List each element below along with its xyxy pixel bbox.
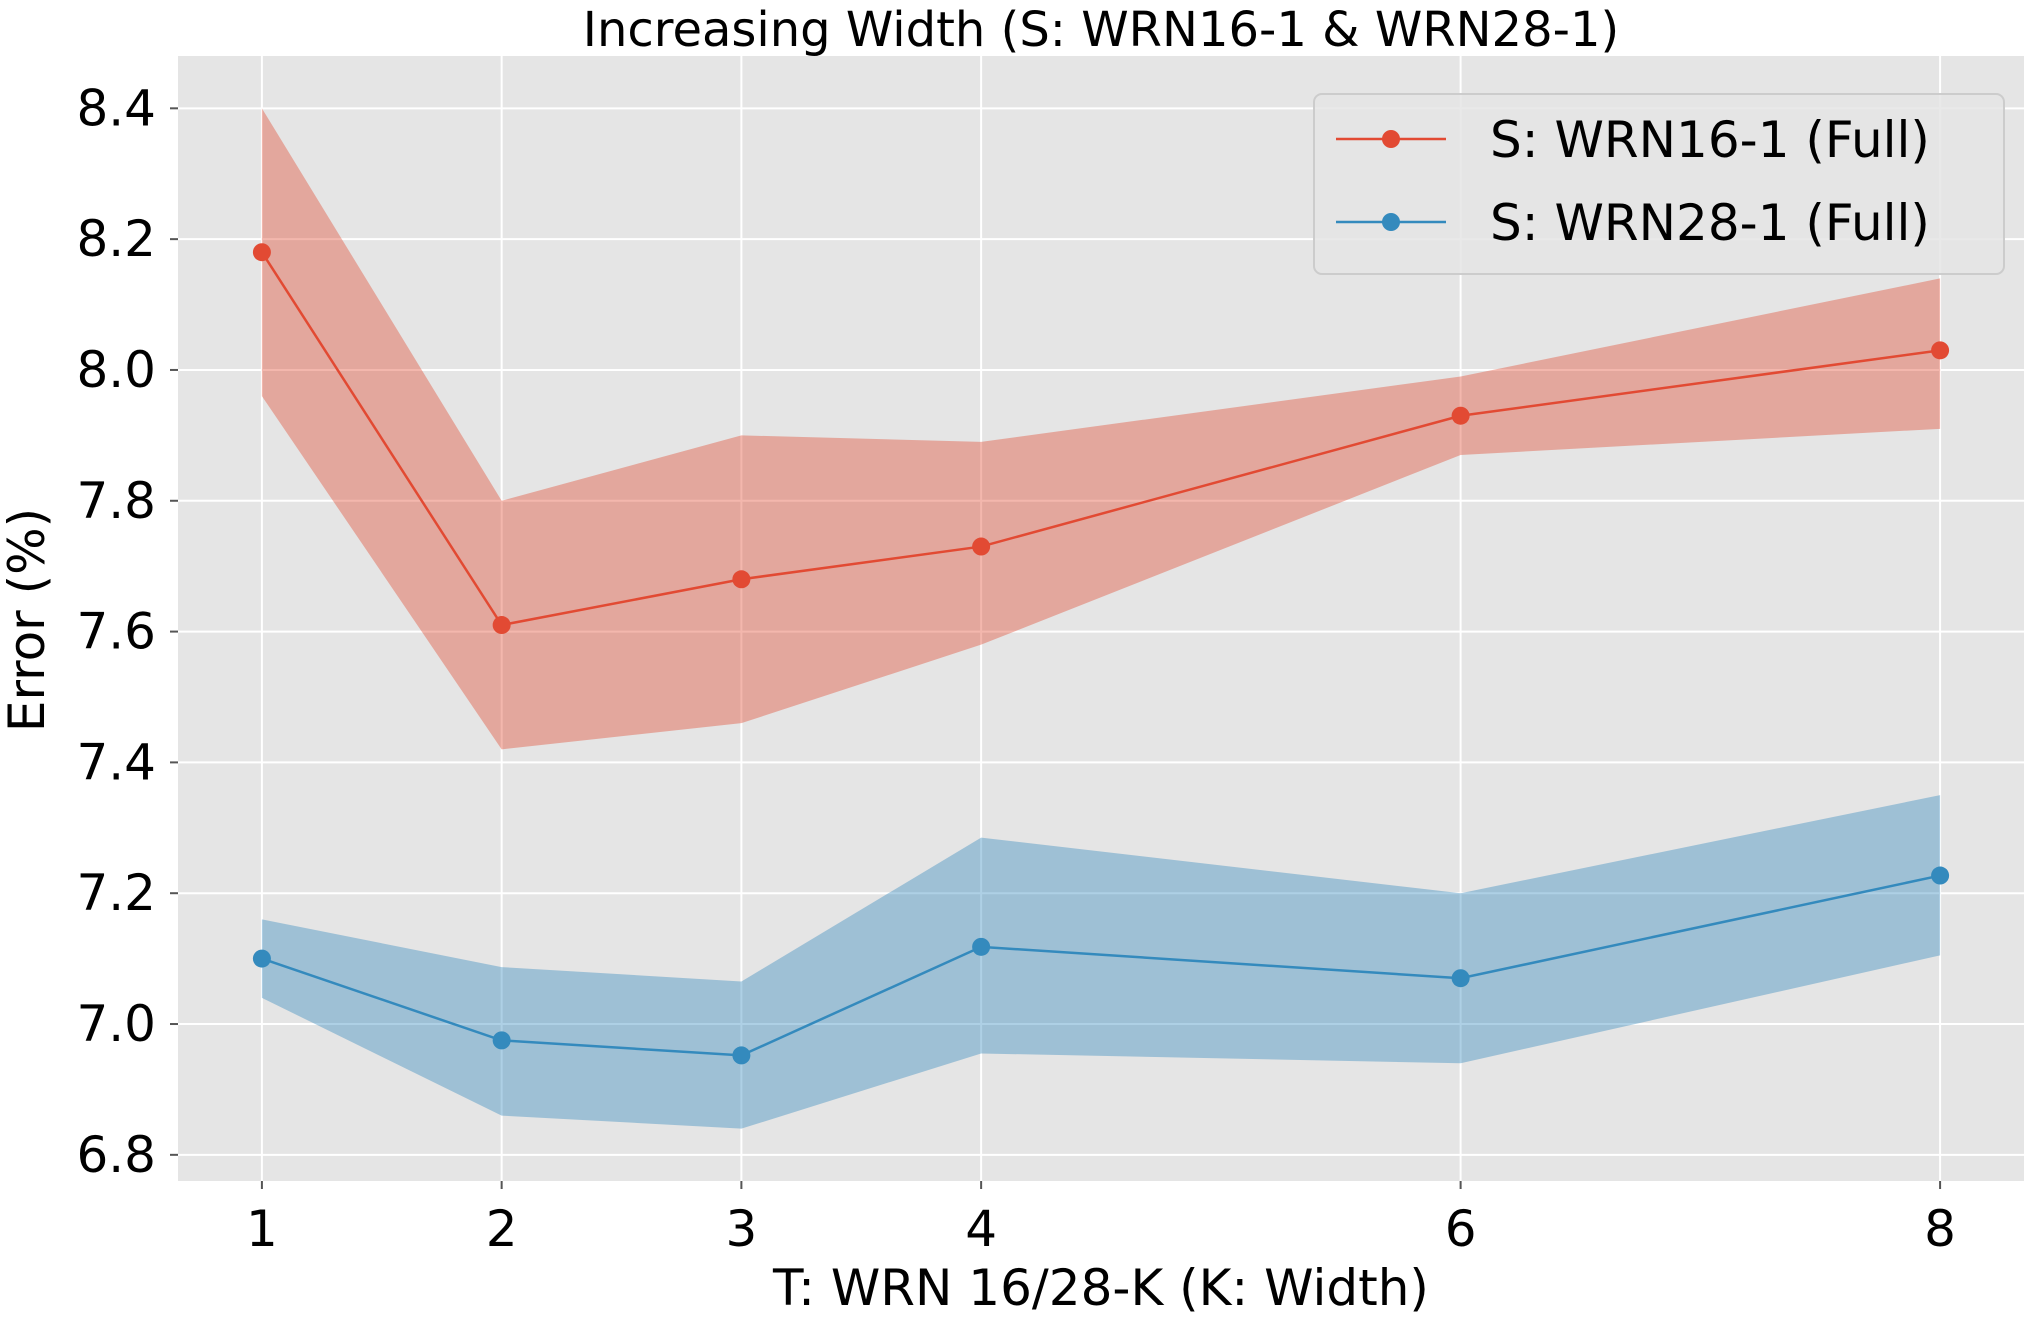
error-bands <box>261 108 1941 1129</box>
y-axis-ticks: 6.8 7.0 7.2 7.4 7.6 7.8 8.0 8.2 8.4 <box>76 79 178 1184</box>
y-tick-label: 7.8 <box>76 472 156 530</box>
error-band-series-2 <box>261 795 1941 1129</box>
grid-lines <box>178 56 2024 1181</box>
x-tick-label: 4 <box>965 1200 997 1258</box>
y-axis-label: Error (%) <box>0 508 56 732</box>
data-point-series-1 <box>1451 406 1470 425</box>
y-tick-label: 8.2 <box>76 210 156 268</box>
error-band-series-1 <box>261 108 1941 750</box>
x-axis-label: T: WRN 16/28-K (K: Width) <box>772 1259 1429 1317</box>
series-line-2 <box>261 874 1941 1057</box>
legend-label-wrn16: S: WRN16-1 (Full) <box>1490 111 1930 169</box>
x-tick-label: 3 <box>725 1200 757 1258</box>
y-tick-label: 6.8 <box>76 1126 156 1184</box>
y-tick-label: 8.4 <box>76 79 156 137</box>
y-tick-label: 7.2 <box>76 864 156 922</box>
x-tick-label: 6 <box>1445 1200 1477 1258</box>
data-point-series-1 <box>972 537 991 556</box>
series-line-1 <box>260 251 1941 627</box>
series-markers <box>252 243 1950 1065</box>
legend-label-wrn28: S: WRN28-1 (Full) <box>1490 194 1930 252</box>
data-point-series-2 <box>1931 866 1950 885</box>
legend-box <box>1313 93 2005 275</box>
data-point-series-1 <box>1931 341 1950 360</box>
data-point-series-1 <box>492 616 511 635</box>
x-tick-label: 8 <box>1924 1200 1956 1258</box>
y-tick-label: 7.0 <box>76 995 156 1053</box>
chart-title: Increasing Width (S: WRN16-1 & WRN28-1) <box>583 2 1619 58</box>
data-point-series-2 <box>252 949 271 968</box>
x-tick-label: 2 <box>486 1200 518 1258</box>
data-point-series-2 <box>1451 969 1470 988</box>
y-tick-label: 7.6 <box>76 603 156 661</box>
data-point-series-2 <box>732 1046 751 1065</box>
y-tick-label: 8.0 <box>76 341 156 399</box>
x-tick-label: 1 <box>246 1200 278 1258</box>
legend: S: WRN16-1 (Full) S: WRN28-1 (Full) <box>1313 93 2005 275</box>
data-point-series-1 <box>252 243 271 262</box>
data-point-series-1 <box>732 570 751 589</box>
series-lines <box>260 251 1941 1057</box>
legend-marker-wrn16 <box>1382 130 1400 148</box>
y-tick-label: 7.4 <box>76 733 156 791</box>
data-point-series-2 <box>972 937 991 956</box>
legend-marker-wrn28 <box>1382 213 1400 231</box>
data-point-series-2 <box>492 1031 511 1050</box>
x-axis-ticks: 1 2 3 4 6 8 <box>246 1181 1956 1258</box>
